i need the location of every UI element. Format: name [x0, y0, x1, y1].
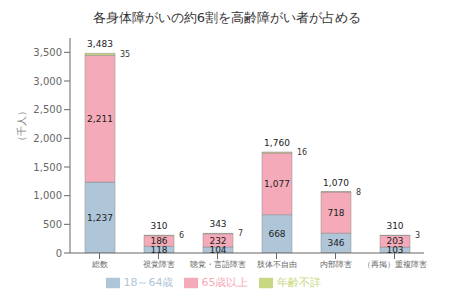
svg-text:（千人）: （千人）: [16, 106, 27, 146]
html-text:18～64歳: 18～64歳: [123, 276, 174, 289]
svg-text:3,000: 3,000: [33, 76, 62, 87]
svg-text:内部障害: 内部障害: [320, 260, 352, 269]
svg-text:2,211: 2,211: [87, 114, 113, 124]
svg-text:聴覚・言語障害: 聴覚・言語障害: [190, 260, 246, 269]
svg-text:視覚障害: 視覚障害: [143, 260, 175, 269]
svg-text:8: 8: [356, 188, 361, 197]
svg-text:310: 310: [386, 221, 403, 231]
svg-text:肢体不自由: 肢体不自由: [257, 260, 297, 269]
svg-text:1,237: 1,237: [87, 213, 113, 223]
svg-text:35: 35: [120, 50, 130, 59]
svg-text:346: 346: [327, 238, 344, 248]
svg-text:6: 6: [179, 231, 184, 240]
html-text:年齢不詳: 年齢不詳: [276, 276, 321, 289]
svg-text:718: 718: [327, 208, 344, 218]
svg-text:2,500: 2,500: [33, 104, 62, 115]
svg-text:1,760: 1,760: [264, 138, 290, 148]
svg-text:1,077: 1,077: [264, 179, 290, 189]
svg-text:104: 104: [209, 245, 226, 255]
svg-text:103: 103: [386, 245, 403, 255]
svg-text:（再掲）重複障害: （再掲）重複障害: [363, 260, 427, 269]
svg-text:232: 232: [209, 236, 226, 246]
svg-text:16: 16: [297, 148, 307, 157]
svg-text:310: 310: [150, 221, 167, 231]
svg-text:0: 0: [56, 248, 62, 259]
svg-text:3: 3: [415, 231, 420, 240]
svg-text:3,500: 3,500: [33, 47, 62, 58]
svg-text:1,070: 1,070: [323, 178, 349, 188]
svg-text:203: 203: [386, 236, 403, 246]
html-text:各身体障がいの約6割を高齢障がい者が占める: 各身体障がいの約6割を高齢障がい者が占める: [92, 10, 362, 25]
svg-text:500: 500: [43, 219, 62, 230]
svg-text:1,000: 1,000: [33, 190, 62, 201]
svg-text:1,500: 1,500: [33, 162, 62, 173]
svg-text:2,000: 2,000: [33, 133, 62, 144]
svg-text:118: 118: [150, 245, 167, 255]
svg-text:668: 668: [268, 229, 285, 239]
svg-text:7: 7: [238, 229, 243, 238]
svg-text:186: 186: [150, 236, 167, 246]
html-text:65歳以上: 65歳以上: [201, 276, 249, 289]
svg-text:343: 343: [209, 219, 226, 229]
svg-text:3,483: 3,483: [87, 39, 113, 49]
svg-text:総数: 総数: [91, 260, 108, 269]
